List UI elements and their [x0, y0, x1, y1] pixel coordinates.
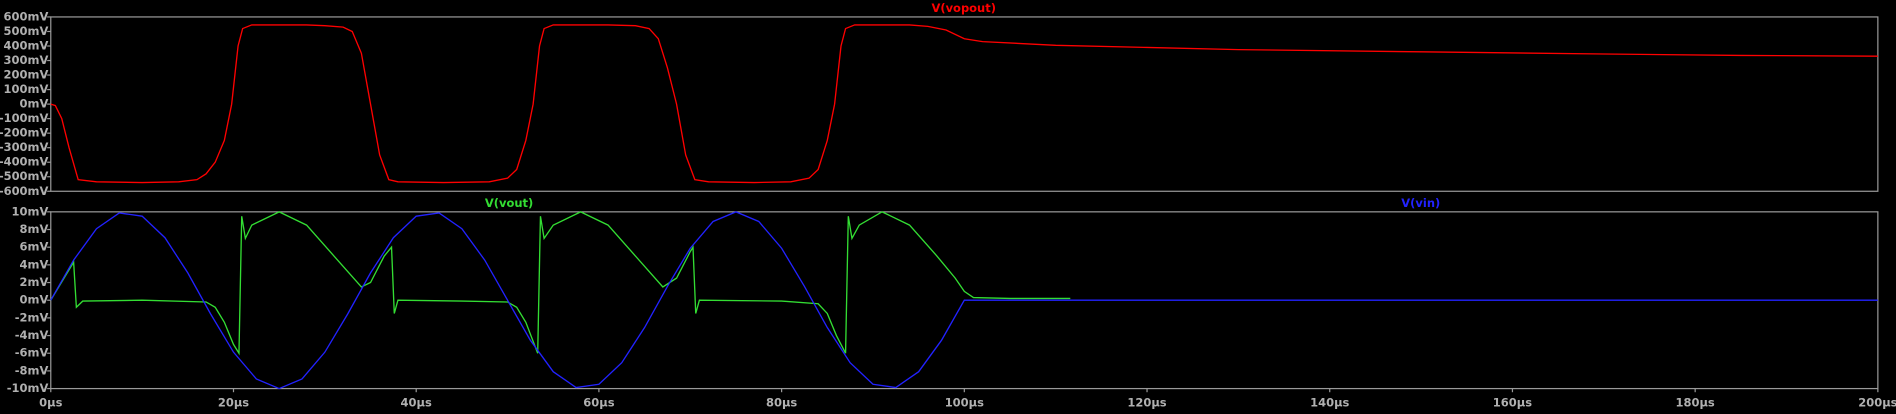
x-tick-label: 80μs	[766, 396, 797, 410]
y-tick-label: -400mV	[0, 155, 48, 169]
trace-label: V(vopout)	[931, 1, 996, 15]
y-tick-label: 500mV	[4, 24, 49, 38]
y-tick-label: 200mV	[4, 68, 49, 82]
y-tick-label: 4mV	[20, 257, 49, 271]
y-tick-label: 0mV	[20, 97, 49, 111]
y-tick-label: 400mV	[4, 38, 49, 52]
x-tick-label: 40μs	[401, 396, 432, 410]
trace	[50, 211, 1071, 356]
y-tick-label: 8mV	[20, 222, 49, 236]
x-tick-label: 0μs	[39, 396, 62, 410]
top-pane-frame	[50, 16, 1879, 192]
y-tick-label: -4mV	[15, 328, 49, 342]
y-tick-label: -6mV	[15, 346, 49, 360]
y-tick-label: -300mV	[0, 140, 48, 154]
y-tick-label: 2mV	[20, 275, 49, 289]
x-tick-label: 100μs	[945, 396, 984, 410]
trace	[50, 211, 1878, 390]
x-tick-label: 140μs	[1310, 396, 1349, 410]
y-tick-label: -100mV	[0, 111, 48, 125]
y-tick-label: 0mV	[20, 293, 49, 307]
trace-label: V(vout)	[485, 196, 533, 210]
x-tick-label: 200μs	[1858, 396, 1896, 410]
y-tick-label: 600mV	[4, 9, 49, 23]
x-tick-label: 180μs	[1676, 396, 1715, 410]
y-tick-label: 300mV	[4, 53, 49, 67]
y-tick-label: 10mV	[12, 204, 49, 218]
y-tick-label: -10mV	[7, 381, 49, 395]
trace-label: V(vin)	[1401, 196, 1440, 210]
x-tick-label: 60μs	[583, 396, 614, 410]
x-tick-label: 20μs	[218, 396, 249, 410]
y-tick-label: -200mV	[0, 126, 48, 140]
x-tick-label: 160μs	[1493, 396, 1532, 410]
x-tick-label: 120μs	[1127, 396, 1166, 410]
y-tick-label: -500mV	[0, 169, 48, 183]
y-tick-label: -8mV	[15, 363, 49, 377]
y-tick-label: -600mV	[0, 184, 48, 198]
trace	[50, 24, 1878, 184]
y-tick-label: -2mV	[15, 310, 49, 324]
y-tick-label: 100mV	[4, 82, 49, 96]
y-tick-label: 6mV	[20, 240, 49, 254]
